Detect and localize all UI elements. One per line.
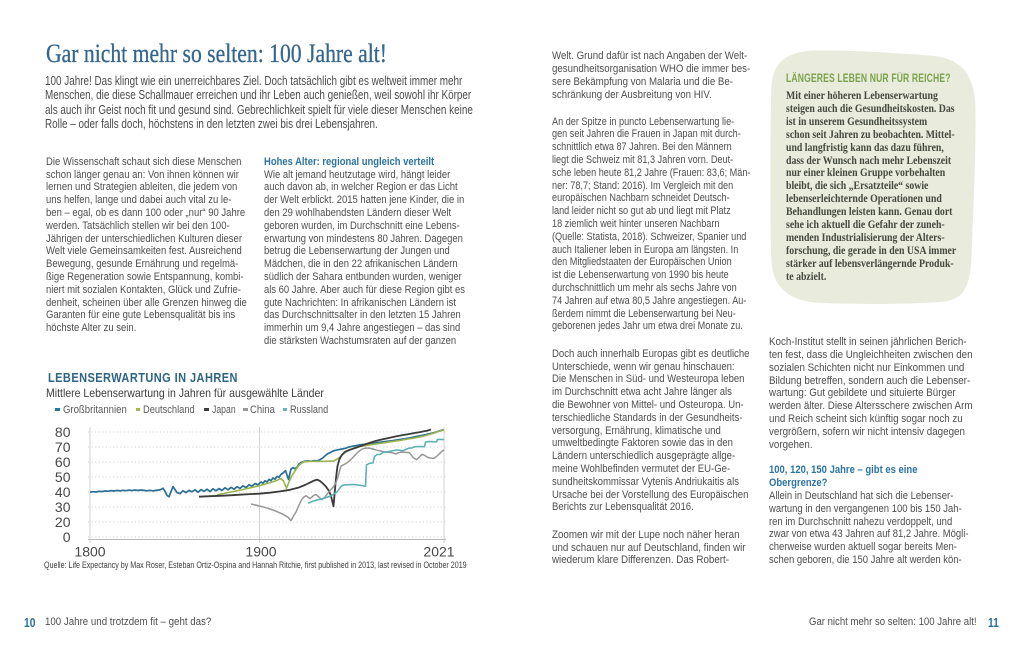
svg-text:50: 50 [55,469,71,485]
svg-text:20: 20 [55,514,71,530]
svg-text:80: 80 [55,424,71,440]
svg-text:70: 70 [55,439,71,455]
svg-text:40: 40 [55,484,71,500]
svg-text:30: 30 [55,499,71,515]
svg-text:1800: 1800 [74,544,105,560]
svg-text:1900: 1900 [245,544,276,560]
svg-text:60: 60 [55,454,71,470]
svg-text:2021: 2021 [423,544,454,560]
svg-text:0: 0 [63,529,71,545]
